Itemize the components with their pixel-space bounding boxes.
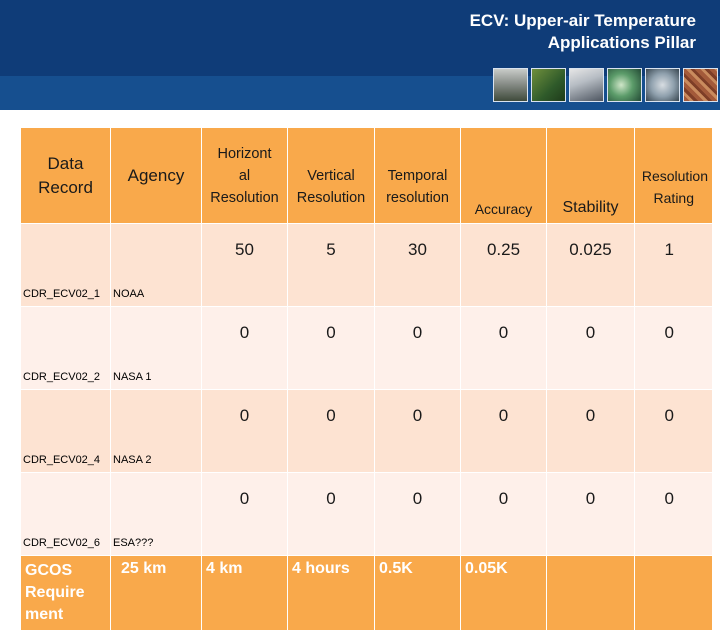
resolution-rating-value: 0 [634,306,713,390]
record-id: CDR_ECV02_1 [20,223,111,307]
record-id: CDR_ECV02_4 [20,389,111,473]
temporal-resolution-value: 0 [374,389,461,473]
resolution-rating-value: 1 [634,223,713,307]
agency-name: NASA 2 [110,389,202,473]
col-header-vertical-l2: Resolution [296,189,366,206]
gcos-label-l3: ment [25,606,64,623]
slide-title-line1: ECV: Upper-air Temperature [469,11,696,30]
resolution-rating-value: 0 [634,472,713,556]
ecv-table: Data Record Agency Horizont al Resolutio… [20,127,713,631]
stability-value: 0 [546,389,635,473]
thumbnail-strip [493,68,720,104]
accuracy-value: 0 [460,306,547,390]
vertical-resolution-value: 0 [287,472,375,556]
stability-value: 0.025 [546,223,635,307]
horizontal-resolution-value: 50 [201,223,288,307]
horizontal-resolution-value: 0 [201,389,288,473]
table-row: CDR_ECV02_1 NOAA 50 5 30 0.25 0.025 1 [20,223,713,307]
accuracy-value: 0 [460,472,547,556]
table-row: CDR_ECV02_6 ESA??? 0 0 0 0 0 0 [20,472,713,556]
col-header-horizontal-l3: Resolution [210,189,279,206]
stability-value: 0 [546,306,635,390]
cracked-earth-image [683,68,718,102]
gcos-vertical-value: 4 hours [287,555,375,631]
resolution-rating-value: 0 [634,389,713,473]
col-header-stability-text: Stability [562,199,619,216]
col-header-data-record-l2: Record [38,177,93,197]
col-header-horizontal-l1: Horizont [217,145,272,162]
table-row: CDR_ECV02_4 NASA 2 0 0 0 0 0 0 [20,389,713,473]
accuracy-value: 0.25 [460,223,547,307]
col-header-stability: Stability [546,127,635,224]
gcos-label-l2: Require [25,584,85,601]
horizontal-resolution-value: 0 [201,472,288,556]
gcos-label-l1: GCOS [25,562,73,579]
accuracy-value: 0 [460,389,547,473]
gcos-rating-cell [634,555,713,631]
gcos-requirement-row: GCOS Require ment 25 km 4 km 4 hours 0.5… [20,555,713,631]
col-header-data-record: Data Record [20,127,111,224]
col-header-accuracy-text: Accuracy [474,201,533,217]
col-header-temporal-resolution: Temporal resolution [374,127,461,224]
vertical-resolution-value: 5 [287,223,375,307]
temporal-resolution-value: 0 [374,472,461,556]
temporal-resolution-value: 30 [374,223,461,307]
city-skyline-image [493,68,528,102]
col-header-temporal-l1: Temporal [387,167,448,184]
col-header-rating-l2: Rating [653,189,694,206]
col-header-vertical-l1: Vertical [307,167,355,184]
stability-value: 0 [546,472,635,556]
record-id: CDR_ECV02_6 [20,472,111,556]
vertical-resolution-value: 0 [287,306,375,390]
col-header-accuracy: Accuracy [460,127,547,224]
temporal-resolution-value: 0 [374,306,461,390]
vertical-resolution-value: 0 [287,389,375,473]
col-header-vertical-resolution: Vertical Resolution [287,127,375,224]
clouds-image [569,68,604,102]
horizontal-resolution-value: 0 [201,306,288,390]
agency-name: NASA 1 [110,306,202,390]
record-id: CDR_ECV02_2 [20,306,111,390]
gcos-accuracy-value: 0.05K [460,555,547,631]
col-header-agency: Agency [110,127,202,224]
gcos-temporal-value: 0.5K [374,555,461,631]
gcos-label: GCOS Require ment [20,555,111,631]
gcos-horizontal-value: 4 km [201,555,288,631]
slide-title-line2: Applications Pillar [547,33,696,52]
gcos-stability-cell [546,555,635,631]
agency-name: NOAA [110,223,202,307]
col-header-resolution-rating: Resolution Rating [634,127,713,224]
storm-image [645,68,680,102]
col-header-agency-text: Agency [127,165,185,185]
col-header-temporal-l2: resolution [386,189,449,206]
slide-header: ECV: Upper-air Temperature Applications … [0,0,720,110]
hurricane-image [607,68,642,102]
table-header-row: Data Record Agency Horizont al Resolutio… [20,127,713,224]
col-header-rating-l1: Resolution [641,167,708,184]
landscape-image [531,68,566,102]
col-header-horizontal-resolution: Horizont al Resolution [201,127,288,224]
table-row: CDR_ECV02_2 NASA 1 0 0 0 0 0 0 [20,306,713,390]
col-header-data-record-l1: Data [47,153,84,173]
col-header-horizontal-l2: al [238,167,251,184]
gcos-agency-value: 25 km [110,555,202,631]
agency-name: ESA??? [110,472,202,556]
slide-title: ECV: Upper-air Temperature Applications … [470,10,696,54]
